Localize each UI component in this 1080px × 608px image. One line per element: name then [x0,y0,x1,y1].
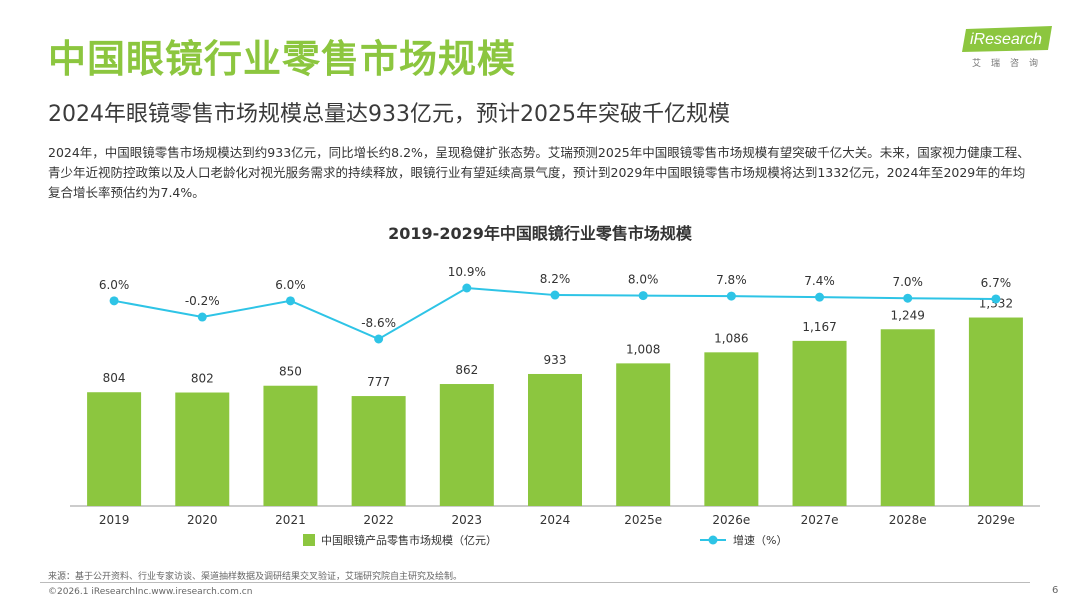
growth-point [109,296,119,306]
growth-point [726,291,736,301]
page-number: 6 [1052,585,1059,596]
source-note: 来源：基于公开资料、行业专家访谈、渠道抽样数据及调研结果交叉验证，艾瑞研究院自主… [48,572,463,582]
growth-point [903,293,913,303]
bar-value-label: 850 [279,365,302,379]
x-tick-label: 2022 [363,513,394,527]
bar-value-label: 1,008 [626,342,660,356]
bar-value-label: 933 [544,353,567,367]
x-tick-label: 2029e [977,513,1015,527]
x-tick-label: 2021 [275,513,306,527]
bar-value-label: 804 [103,371,126,385]
legend-line-marker [708,535,718,545]
bar-value-label: 802 [191,372,214,386]
copyright-text: ©2026.1 iResearchInc.www.iresearch.com.c… [48,587,253,597]
bar [439,384,494,506]
x-tick-label: 2027e [801,513,839,527]
bar [968,317,1023,506]
x-tick-label: 2020 [187,513,218,527]
growth-point [638,291,648,301]
growth-value-label: 7.8% [716,273,747,287]
bar-value-label: 862 [455,363,478,377]
x-tick-label: 2025e [624,513,662,527]
growth-value-label: 10.9% [448,265,486,279]
bar [880,329,935,506]
logo-subtext: 艾瑞咨询 [972,59,1049,69]
growth-value-label: -0.2% [185,294,220,308]
growth-value-label: 6.0% [99,278,130,292]
legend-bar-swatch [303,534,315,546]
logo-wordmark: iResearch [970,31,1043,48]
bar [704,352,759,506]
growth-value-label: 6.7% [981,276,1012,290]
bar [528,373,582,506]
summary-paragraph: 2024年，中国眼镜零售市场规模达到约933亿元，同比增长约8.2%，呈现稳健扩… [48,145,1030,200]
growth-point [462,283,472,293]
iresearch-logo: iResearch 艾瑞咨询 [962,26,1058,72]
growth-point [197,312,207,322]
growth-value-label: 7.0% [892,275,923,289]
growth-value-label: 7.4% [804,274,835,288]
footer-divider [40,582,1030,583]
bar-value-label: 1,167 [802,320,836,334]
x-tick-label: 2023 [452,513,483,527]
bar-value-label: 1,249 [891,308,925,322]
growth-point [550,290,560,300]
bar [351,396,406,506]
growth-point [285,296,295,306]
bar-value-label: 1,086 [714,331,748,345]
legend-bar-label: 中国眼镜产品零售市场规模（亿元） [321,533,497,547]
bar [792,340,847,506]
growth-value-label: 8.0% [628,273,659,287]
growth-point [374,334,384,344]
market-size-chart: 804 2019 802 2020 850 2021 777 2022 862 2023 933 20… [70,265,1040,547]
bar [87,392,142,506]
chart-title: 2019-2029年中国眼镜行业零售市场规模 [388,224,692,243]
bar [175,392,230,506]
bar [616,363,671,506]
growth-value-label: 8.2% [540,272,571,286]
bar [263,385,318,506]
bar-value-label: 777 [367,375,390,389]
growth-value-label: 6.0% [275,278,306,292]
legend-line-label: 增速（%） [733,533,787,547]
growth-point [815,292,825,302]
logo-badge-icon [962,26,1052,52]
x-tick-label: 2028e [889,513,927,527]
x-tick-label: 2024 [540,513,571,527]
x-tick-label: 2019 [99,513,130,527]
x-tick-label: 2026e [712,513,750,527]
bar-value-label: 1,332 [979,297,1013,311]
growth-value-label: -8.6% [361,316,396,330]
page-subtitle: 2024年眼镜零售市场规模总量达933亿元，预计2025年突破千亿规模 [48,102,730,127]
page-title: 中国眼镜行业零售市场规模 [48,37,517,81]
growth-point [991,294,1001,304]
